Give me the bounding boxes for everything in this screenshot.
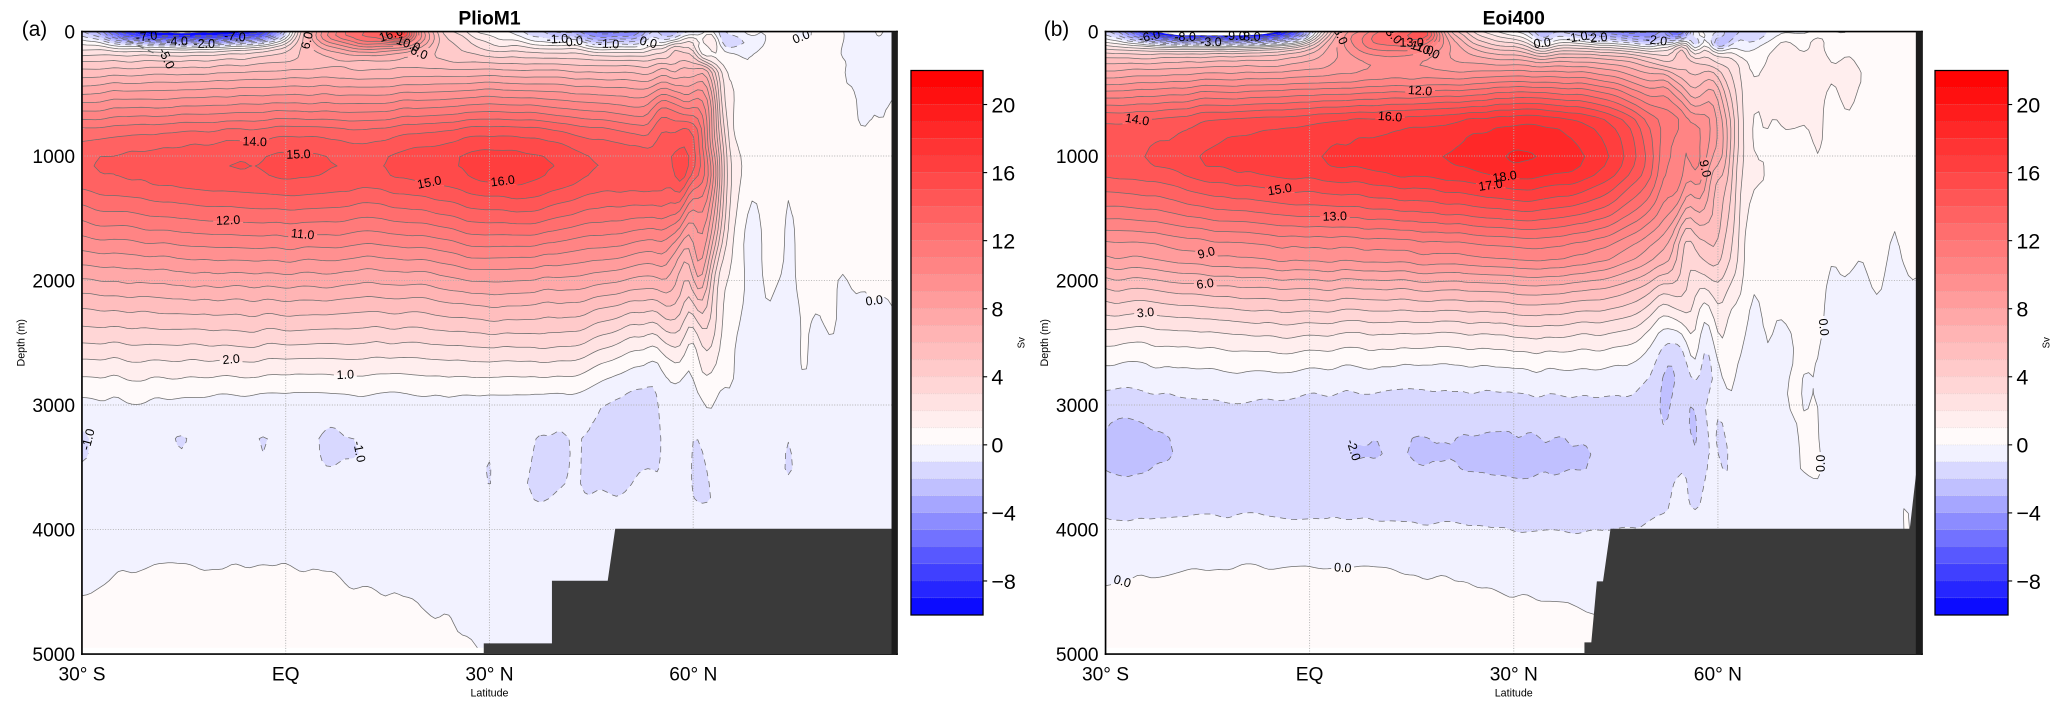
svg-text:3000: 3000 [1056, 396, 1099, 417]
svg-text:1.0: 1.0 [336, 367, 354, 382]
svg-text:6.0: 6.0 [1196, 276, 1215, 292]
svg-text:0.0: 0.0 [638, 33, 658, 51]
svg-text:6.0: 6.0 [408, 43, 429, 63]
svg-text:30° N: 30° N [465, 664, 513, 685]
svg-text:0: 0 [2016, 434, 2028, 458]
svg-text:8: 8 [991, 298, 1003, 322]
svg-text:13.0: 13.0 [1399, 35, 1423, 49]
svg-text:−8: −8 [2016, 570, 2041, 594]
svg-text:-1.0: -1.0 [1565, 29, 1588, 46]
svg-text:16.0: 16.0 [1377, 109, 1402, 125]
svg-text:-2.0: -2.0 [1585, 30, 1608, 46]
svg-text:-8.0: -8.0 [1239, 29, 1261, 44]
svg-text:9.0: 9.0 [1196, 244, 1216, 262]
svg-text:-9.0: -9.0 [1224, 29, 1246, 43]
svg-text:0.0: 0.0 [865, 293, 884, 309]
svg-text:18.0: 18.0 [1492, 168, 1518, 185]
svg-text:4: 4 [2016, 366, 2028, 390]
svg-text:60° N: 60° N [1694, 664, 1742, 685]
svg-text:12: 12 [2016, 229, 2040, 253]
svg-text:12: 12 [991, 229, 1015, 253]
svg-text:8: 8 [2016, 298, 2028, 322]
svg-text:11.0: 11.0 [290, 226, 315, 242]
svg-text:12.0: 12.0 [216, 213, 241, 228]
svg-text:-7.0: -7.0 [224, 29, 247, 45]
svg-text:9.0: 9.0 [1696, 159, 1713, 179]
svg-text:13.0: 13.0 [1322, 209, 1347, 224]
svg-text:Eoi400: Eoi400 [1483, 9, 1545, 30]
svg-text:-1.0: -1.0 [350, 440, 368, 464]
svg-text:-1.0: -1.0 [597, 37, 619, 52]
svg-text:5000: 5000 [1056, 645, 1099, 666]
svg-text:EQ: EQ [272, 664, 300, 685]
svg-text:-7.0: -7.0 [135, 28, 158, 44]
svg-text:2000: 2000 [32, 271, 75, 292]
svg-text:-1.0: -1.0 [79, 427, 98, 451]
svg-text:20: 20 [991, 93, 1015, 117]
svg-text:1000: 1000 [1056, 147, 1099, 168]
svg-text:-8.0: -8.0 [1174, 30, 1196, 44]
svg-text:4000: 4000 [32, 520, 75, 541]
svg-text:0: 0 [64, 22, 75, 43]
svg-text:0.0: 0.0 [1112, 572, 1133, 590]
svg-text:60° N: 60° N [669, 664, 717, 685]
svg-text:1000: 1000 [32, 147, 75, 168]
svg-text:3000: 3000 [32, 396, 75, 417]
svg-text:5000: 5000 [32, 645, 75, 666]
svg-text:0.0: 0.0 [1816, 318, 1832, 337]
svg-text:14.0: 14.0 [1124, 111, 1150, 129]
svg-text:2.0: 2.0 [222, 352, 241, 368]
svg-text:(b): (b) [1044, 18, 1069, 41]
svg-text:0.0: 0.0 [1533, 35, 1552, 51]
svg-text:PlioM1: PlioM1 [458, 9, 520, 30]
svg-text:30° S: 30° S [1082, 664, 1129, 685]
svg-text:−4: −4 [2016, 502, 2041, 526]
svg-text:16.0: 16.0 [490, 173, 516, 190]
svg-text:0.0: 0.0 [1814, 455, 1828, 473]
svg-text:(a): (a) [22, 18, 47, 41]
svg-text:15.0: 15.0 [416, 173, 443, 192]
svg-text:16: 16 [2016, 161, 2040, 185]
svg-text:Sv: Sv [1016, 337, 1027, 348]
svg-text:EQ: EQ [1296, 664, 1324, 685]
svg-text:30° S: 30° S [58, 664, 105, 685]
svg-text:0: 0 [991, 434, 1003, 458]
svg-text:-2.0: -2.0 [1343, 438, 1363, 463]
svg-text:8.0: 8.0 [1331, 25, 1351, 47]
svg-text:20: 20 [2016, 93, 2040, 117]
svg-text:−8: −8 [991, 570, 1016, 594]
svg-text:Latitude: Latitude [1495, 687, 1533, 699]
svg-text:17.0: 17.0 [1478, 177, 1504, 194]
svg-text:-4.0: -4.0 [166, 34, 188, 48]
svg-text:15.0: 15.0 [1267, 181, 1293, 199]
svg-text:0: 0 [1088, 22, 1099, 43]
svg-text:6.0: 6.0 [298, 30, 316, 50]
svg-text:12.0: 12.0 [1408, 83, 1433, 98]
svg-text:-2.0: -2.0 [193, 37, 215, 51]
svg-text:2000: 2000 [1056, 271, 1099, 292]
svg-text:-3.0: -3.0 [1200, 35, 1222, 49]
svg-text:30° N: 30° N [1490, 664, 1538, 685]
svg-text:-1.0: -1.0 [546, 32, 568, 47]
svg-text:11.0: 11.0 [1409, 38, 1436, 58]
svg-text:4000: 4000 [1056, 520, 1099, 541]
svg-text:0.0: 0.0 [1334, 560, 1352, 575]
svg-text:14.0: 14.0 [242, 134, 267, 149]
svg-text:Depth (m): Depth (m) [16, 319, 28, 367]
svg-text:−4: −4 [991, 502, 1016, 526]
svg-text:16: 16 [991, 161, 1015, 185]
svg-text:15.0: 15.0 [286, 147, 311, 162]
svg-text:Depth (m): Depth (m) [1039, 319, 1051, 367]
svg-text:0.0: 0.0 [565, 33, 584, 49]
svg-text:Sv: Sv [2041, 337, 2052, 348]
svg-text:-2.0: -2.0 [1645, 32, 1668, 48]
svg-text:Latitude: Latitude [470, 687, 508, 699]
svg-text:4: 4 [991, 366, 1003, 390]
svg-text:3.0: 3.0 [1136, 305, 1155, 321]
